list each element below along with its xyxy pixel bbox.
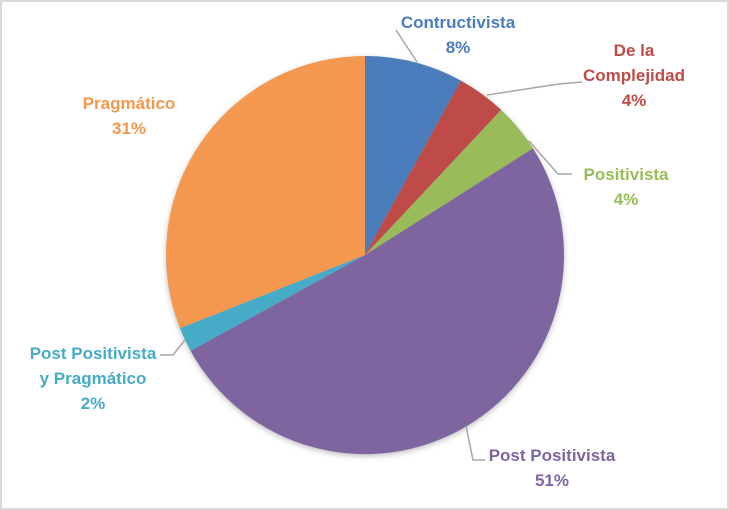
label-text: Post Positivista xyxy=(29,344,157,363)
pie-slice-contructivista[interactable] xyxy=(365,55,461,256)
pie-slice-pragmatico[interactable] xyxy=(166,56,365,329)
label-text: Pragmático xyxy=(82,94,176,113)
label-text: Positivista xyxy=(583,165,669,184)
data-label-post-positivista-y-pragmatico: Post Positivista y Pragmático 2% xyxy=(30,341,157,416)
pie-slice-post-positivista[interactable] xyxy=(190,148,565,455)
label-text: y Pragmático xyxy=(39,369,147,388)
data-label-de-la-complejidad: De la Complejidad 4% xyxy=(583,38,685,113)
leader-line-post-positivista xyxy=(465,425,485,461)
leader-line-post-positivista-y-pragmatico xyxy=(160,339,186,356)
label-text: Complejidad xyxy=(582,66,686,85)
label-pct: 4% xyxy=(621,91,647,110)
label-pct: 2% xyxy=(80,394,106,413)
label-pct: 31% xyxy=(111,119,147,138)
label-pct: 4% xyxy=(613,190,639,209)
pie-slice-positivista[interactable] xyxy=(365,109,533,256)
label-text: De la xyxy=(613,41,655,60)
data-label-post-positivista: Post Positivista 51% xyxy=(489,443,616,493)
leader-line-contructivista xyxy=(395,29,418,63)
label-text: Contructivista xyxy=(400,13,516,32)
label-pct: 51% xyxy=(534,471,570,490)
label-text: Post Positivista xyxy=(488,446,616,465)
leader-line-positivista xyxy=(528,140,572,175)
data-label-contructivista: Contructivista 8% xyxy=(401,10,515,60)
label-pct: 8% xyxy=(445,38,471,57)
data-label-pragmatico: Pragmático 31% xyxy=(83,91,176,141)
data-label-positivista: Positivista 4% xyxy=(583,162,668,212)
leader-line-de-la-complejidad xyxy=(486,81,583,96)
pie-slice-post-positivista-y-pragmatico[interactable] xyxy=(180,255,365,351)
pie-slice-de-la-complejidad[interactable] xyxy=(365,80,502,255)
